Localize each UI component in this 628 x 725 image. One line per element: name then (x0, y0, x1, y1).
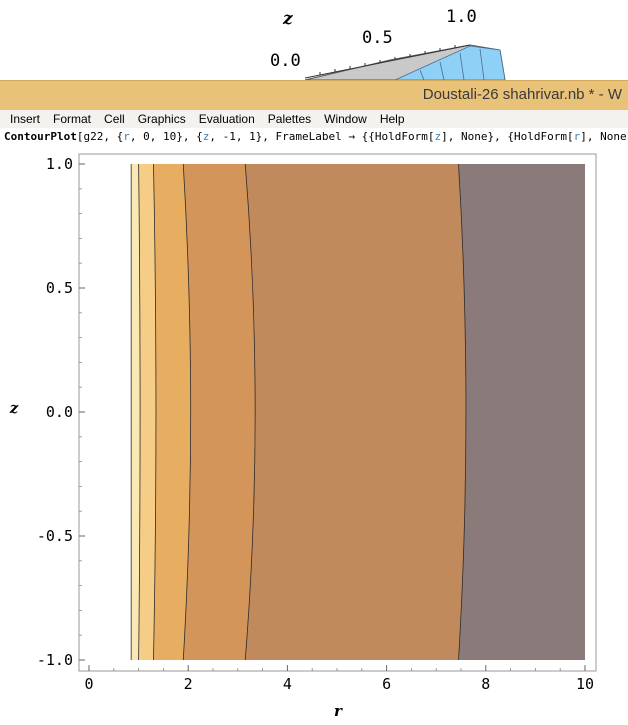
y-tick-label: -0.5 (37, 527, 73, 545)
menu-item-evaluation[interactable]: Evaluation (198, 112, 255, 126)
menu-item-format[interactable]: Format (53, 112, 92, 126)
menu-item-palettes[interactable]: Palettes (267, 112, 312, 126)
background-tick-label-2: 1.0 (446, 7, 477, 27)
contour-band (245, 164, 466, 660)
background-surface (304, 44, 506, 80)
y-tick-label: -1.0 (37, 651, 73, 669)
contour-line (153, 163, 157, 661)
menu-bar: Insert Format Cell Graphics Evaluation P… (0, 110, 628, 128)
contour-band (183, 164, 256, 660)
contour-lines (130, 163, 467, 661)
y-tick-label: 0.0 (46, 403, 73, 421)
contour-band (138, 164, 156, 660)
menu-item-cell[interactable]: Cell (104, 112, 125, 126)
background-z-label: z (282, 9, 293, 29)
menu-item-insert[interactable]: Insert (10, 112, 41, 126)
contour-plot: 0 2 4 6 8 10 -1.0 -0.5 0.0 0.5 1.0 r z (9, 153, 597, 720)
x-tick-label: 10 (576, 675, 594, 693)
x-tick-label: 4 (283, 675, 292, 693)
window-title: Doustali-26 shahrivar.nb * - W (422, 86, 622, 103)
contour-line (138, 163, 141, 661)
contour-line (458, 163, 467, 661)
code-token: , -1, 1}, FrameLabel → {{HoldForm[ (209, 130, 435, 143)
contour-line (244, 163, 256, 661)
code-variable: r (573, 130, 581, 143)
code-token: , 0, 10}, { (129, 130, 203, 143)
contour-band (131, 164, 135, 660)
code-token: ], None (580, 130, 627, 143)
background-tick-label-1: 0.5 (362, 28, 393, 48)
y-axis-ticks: -1.0 -0.5 0.0 0.5 1.0 (37, 155, 85, 669)
code-variable: z (202, 130, 210, 143)
code-token: [g22, { (76, 130, 124, 143)
background-3d-plot: z 0.0 0.5 1.0 (270, 7, 506, 80)
code-variable: r (123, 130, 130, 143)
contour-band (153, 164, 191, 660)
contour-bands (131, 164, 585, 660)
code-variable: z (434, 130, 442, 143)
x-tick-label: 0 (84, 675, 93, 693)
code-arguments: [g22, {r, 0, 10}, {z, -1, 1}, FrameLabel… (77, 130, 627, 143)
menu-item-window[interactable]: Window (324, 112, 367, 126)
y-tick-label: 0.5 (46, 279, 73, 297)
x-tick-label: 6 (382, 675, 391, 693)
x-tick-label: 8 (481, 675, 490, 693)
x-axis-label: r (334, 702, 343, 720)
code-function-name: ContourPlot (4, 130, 77, 143)
input-cell-code[interactable]: ContourPlot[g22, {r, 0, 10}, {z, -1, 1},… (0, 128, 628, 145)
y-tick-label: 1.0 (46, 155, 73, 173)
menu-item-graphics[interactable]: Graphics (137, 112, 186, 126)
window-title-bar[interactable]: Doustali-26 shahrivar.nb * - W (0, 80, 628, 110)
code-token: ], None}, {HoldForm[ (441, 130, 574, 143)
x-tick-label: 2 (184, 675, 193, 693)
x-axis-ticks: 0 2 4 6 8 10 (84, 665, 594, 693)
y-axis-label: z (9, 399, 19, 417)
background-tick-label-0: 0.0 (270, 51, 301, 71)
menu-item-help[interactable]: Help (379, 112, 405, 126)
contour-line (182, 163, 192, 661)
contour-band (458, 164, 585, 660)
